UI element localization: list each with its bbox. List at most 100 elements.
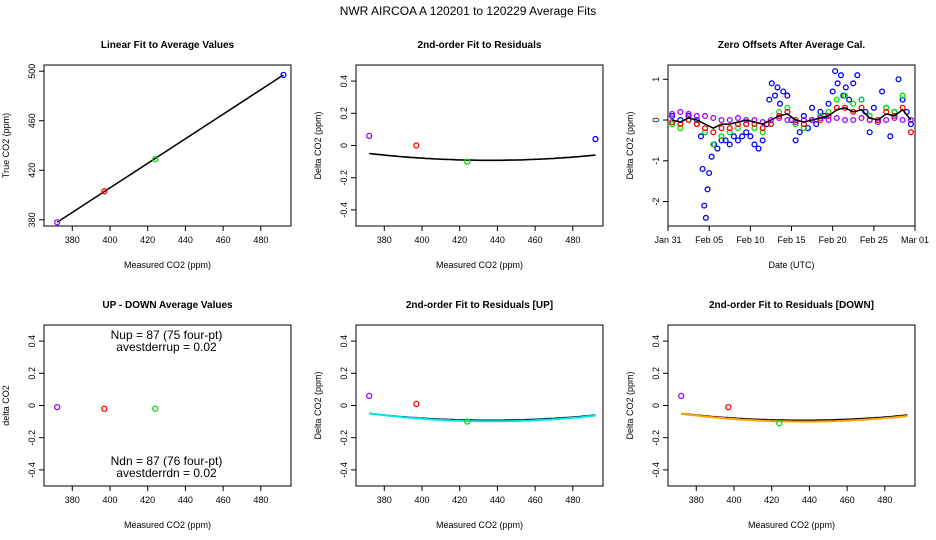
- x-axis-label: Measured CO2 (ppm): [436, 260, 523, 270]
- y-tick-label: -0.2: [339, 430, 349, 446]
- y-tick-label: 0.2: [339, 367, 349, 380]
- y-tick-label: -0.2: [27, 430, 37, 446]
- chart-resid: 2nd-order Fit to Residuals Measured CO2 (…: [313, 40, 604, 270]
- chart-title: 2nd-order Fit to Residuals [DOWN]: [709, 300, 874, 311]
- series-point: [784, 104, 791, 111]
- series-point: [710, 129, 717, 136]
- series-point: [854, 72, 861, 79]
- series-point: [751, 125, 758, 132]
- series-point: [792, 121, 799, 128]
- series-point: [832, 68, 839, 75]
- x-tick-label: 400: [414, 495, 429, 505]
- y-tick-label: -0.2: [339, 170, 349, 186]
- y-tick-label: 0.2: [339, 107, 349, 120]
- x-tick-label: 480: [565, 495, 580, 505]
- series-point: [850, 116, 857, 124]
- y-axis-label: Delta CO2 (ppm): [313, 371, 323, 439]
- series-point: [759, 137, 766, 144]
- x-tick-label: Mar 01: [901, 235, 929, 245]
- y-tick-label: 500: [27, 64, 37, 79]
- x-tick-label: 480: [253, 235, 268, 245]
- x-tick-label: 460: [216, 495, 231, 505]
- series-point: [825, 108, 832, 115]
- x-tick-label: 460: [216, 235, 231, 245]
- series-point: [743, 121, 750, 128]
- annotation-avestderrup: avestderrup = 0.02: [116, 340, 217, 354]
- chart-zero: Zero Offsets After Average Cal. Date (UTC…: [625, 40, 929, 270]
- series-point: [907, 116, 914, 124]
- x-tick-label: 380: [65, 495, 80, 505]
- x-axis-label: Measured CO2 (ppm): [748, 520, 835, 530]
- y-tick-label: 0.4: [339, 335, 349, 348]
- x-tick-label: Feb 10: [736, 235, 764, 245]
- x-tick-label: 420: [140, 235, 155, 245]
- series-point: [834, 80, 841, 87]
- series-line: [671, 107, 912, 130]
- series-point: [858, 96, 865, 103]
- fit-curve-orange: [681, 412, 908, 423]
- chart-title: Linear Fit to Average Values: [101, 40, 235, 51]
- plots-area: Linear Fit to Average Values Measured CO2…: [1, 40, 929, 530]
- data-point-purple: [366, 132, 373, 139]
- y-tick-label: -0.2: [651, 430, 661, 446]
- series-point: [825, 100, 832, 107]
- y-axis-label: Delta CO2 (ppm): [625, 111, 635, 179]
- x-axis-label: Measured CO2 (ppm): [124, 260, 211, 270]
- series-point: [759, 125, 766, 132]
- plot-frame: [43, 64, 292, 227]
- series-point: [841, 116, 849, 124]
- y-tick-label: -0.4: [339, 462, 349, 478]
- data-point-purple: [54, 219, 61, 226]
- x-tick-label: 460: [528, 235, 543, 245]
- fit-curve-cyan: [369, 412, 596, 423]
- chart-title: UP - DOWN Average Values: [102, 300, 233, 311]
- series-point: [704, 186, 711, 193]
- series-point: [669, 121, 676, 128]
- x-tick-label: Feb 20: [819, 235, 847, 245]
- series-point: [804, 125, 812, 132]
- series-point: [850, 100, 857, 107]
- series-point: [669, 110, 676, 117]
- chart-linear: Linear Fit to Average Values Measured CO2…: [1, 40, 292, 270]
- series-point: [907, 121, 914, 128]
- series-point: [755, 145, 762, 152]
- series-point: [699, 165, 706, 172]
- series-point: [879, 88, 886, 95]
- y-tick-label: -0.4: [27, 462, 37, 478]
- x-tick-label: 460: [840, 495, 855, 505]
- x-tick-label: 440: [178, 235, 193, 245]
- series-point: [718, 137, 725, 144]
- series-point: [907, 129, 914, 136]
- series-point: [767, 116, 774, 124]
- series-point: [837, 72, 844, 79]
- series-black: [671, 107, 912, 130]
- x-tick-label: 380: [65, 235, 80, 245]
- data-point-purple: [678, 392, 685, 399]
- y-tick-label: 1: [651, 77, 661, 82]
- y-tick-label: 0: [651, 118, 661, 123]
- annotation-avestderrdn: avestderrdn = 0.02: [116, 466, 217, 480]
- series-point: [710, 141, 717, 148]
- series-point: [726, 141, 733, 148]
- series-point: [766, 96, 773, 103]
- data-point-red: [101, 405, 108, 412]
- series-point: [784, 92, 791, 99]
- series-point: [726, 125, 733, 132]
- y-tick-label: 0: [339, 403, 349, 408]
- y-tick-label: -1: [651, 157, 661, 165]
- series-point: [829, 88, 836, 95]
- series-point: [718, 125, 725, 132]
- data-point-green: [152, 405, 159, 412]
- data-point-green: [152, 155, 159, 163]
- chart-updown: UP - DOWN Average Values Measured CO2 (pp…: [1, 300, 292, 530]
- chart-title: Zero Offsets After Average Cal.: [718, 40, 865, 51]
- data-point-red: [725, 403, 732, 411]
- series-point: [701, 202, 708, 209]
- series-point: [796, 129, 803, 136]
- y-tick-label: 0.2: [651, 367, 661, 380]
- series-point: [784, 116, 791, 124]
- x-tick-label: 400: [102, 235, 117, 245]
- series-point: [726, 116, 733, 124]
- data-point-blue: [592, 135, 599, 143]
